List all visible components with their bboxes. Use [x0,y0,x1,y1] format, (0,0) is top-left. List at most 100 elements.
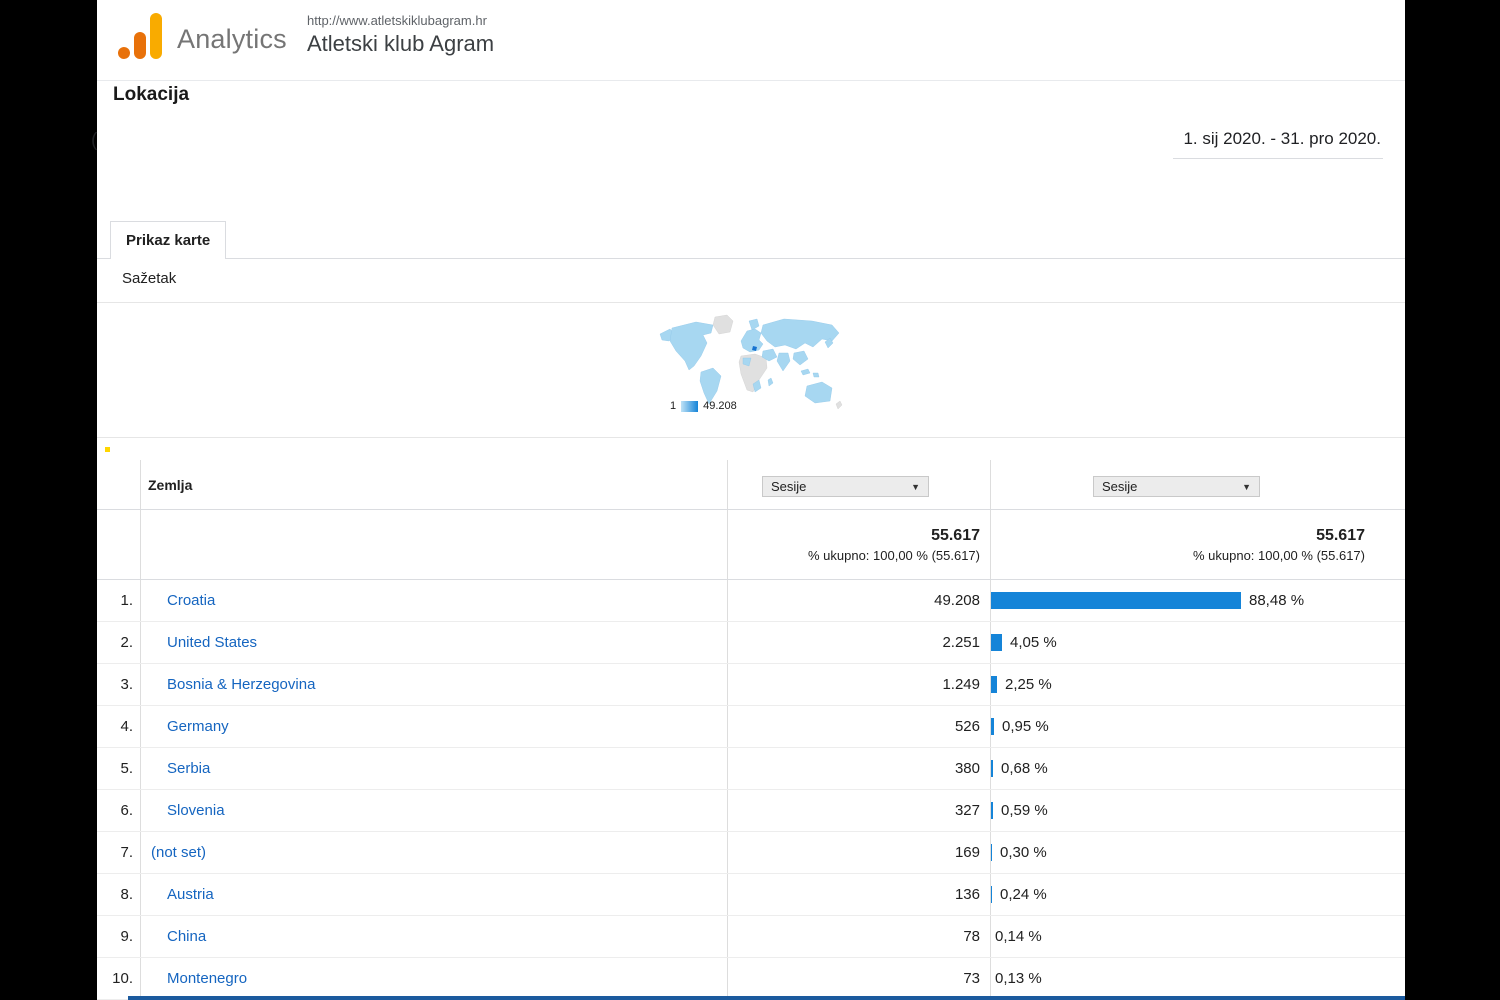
map-legend: 1 49.208 [670,400,737,412]
sessions-bar [991,718,994,735]
row-rank: 7. [120,844,133,861]
table-row: 9. China 78 0,14 % [97,916,1405,958]
totals-sessions: 55.617 % ukupno: 100,00 % (55.617) [727,510,980,563]
table-row: 5. Serbia 380 0,68 % [97,748,1405,790]
map-bottom-divider [97,437,1405,438]
table-row: 3. Bosnia & Herzegovina 1.249 2,25 % [97,664,1405,706]
sessions-value: 2.251 [942,634,980,651]
row-rank: 1. [120,592,133,609]
totals-sessions-value: 55.617 [931,527,980,544]
sessions-percent: 0,95 % [1002,718,1049,735]
metric-dropdown-1-label: Sesije [771,479,807,494]
sessions-value: 1.249 [942,676,980,693]
row-country-cell: Bosnia & Herzegovina [133,676,727,693]
map-new-zealand [835,400,843,410]
row-rank: 3. [120,676,133,693]
map-west-africa [742,357,752,367]
map-australia [804,381,833,404]
column-divider-country [727,460,728,1000]
sessions-value: 327 [954,802,980,819]
map-greenland [712,314,734,335]
row-country-cell: Germany [133,718,727,735]
date-range-selector[interactable]: 1. sij 2020. - 31. pro 2020. [1173,129,1383,159]
table-rows: 1. Croatia 49.208 88,48 % 2. United Stat… [97,580,1405,1000]
tab-prikaz-karte[interactable]: Prikaz karte [110,221,227,259]
sessions-value: 169 [954,844,980,861]
sessions-bar-cell: 0,59 % [980,802,1405,819]
sessions-bar-cell: 0,13 % [980,970,1405,987]
sessions-percent: 0,59 % [1001,802,1048,819]
sessions-value: 380 [954,760,980,777]
dropdown-arrow-icon: ▼ [1242,481,1251,492]
map-indonesia-2 [812,372,820,378]
table-row: 4. Germany 526 0,95 % [97,706,1405,748]
sessions-bar [991,802,993,819]
dropdown-arrow-icon: ▼ [911,481,920,492]
country-link[interactable]: Slovenia [167,802,225,819]
sessions-bar-cell: 0,30 % [980,844,1405,861]
sessions-percent: 4,05 % [1010,634,1057,651]
logo-bar-mid [134,32,146,59]
country-link[interactable]: Serbia [167,760,211,777]
map-south-africa [752,379,762,393]
row-country-cell: United States [133,634,727,651]
row-rank: 5. [120,760,133,777]
country-link[interactable]: Montenegro [167,970,248,987]
row-rank: 10. [112,970,133,987]
table-row: 8. Austria 136 0,24 % [97,874,1405,916]
table-row: 6. Slovenia 327 0,59 % [97,790,1405,832]
summary-label: Sažetak [122,270,177,287]
tab-baseline-divider [97,258,1405,259]
country-link[interactable]: Austria [167,886,214,903]
page-title: Lokacija [113,84,190,105]
map-southeast-asia [792,350,809,366]
site-name: Atletski klub Agram [307,31,495,56]
country-link[interactable]: China [167,928,207,945]
row-country-cell: Montenegro [133,970,727,987]
row-country-cell: Croatia [133,592,727,609]
map-asia [760,318,840,350]
row-country-cell: Austria [133,886,727,903]
sessions-percent: 0,68 % [1001,760,1048,777]
sessions-value: 73 [963,970,980,987]
map-indonesia-1 [800,368,811,376]
sessions-bar [991,676,997,693]
map-scandinavia [748,318,760,331]
metric-dropdown-2[interactable]: Sesije ▼ [1093,476,1260,497]
table-row: 10. Montenegro 73 0,13 % [97,958,1405,1000]
country-link[interactable]: United States [167,634,258,651]
column-divider-sessions [990,460,991,1000]
metric-dropdown-1[interactable]: Sesije ▼ [762,476,929,497]
yellow-marker-fragment [105,447,110,452]
sessions-bar-cell: 0,95 % [980,718,1405,735]
table-row: 7. (not set) 169 0,30 % [97,832,1405,874]
row-rank: 9. [120,928,133,945]
map-middle-east [761,348,778,362]
sessions-bar [991,592,1241,609]
app-name: Analytics [177,24,287,54]
section-divider [97,302,1405,303]
row-country-cell: Slovenia [133,802,727,819]
map-europe [740,328,764,353]
sessions-bar [991,844,992,861]
sessions-value: 78 [963,928,980,945]
country-link[interactable]: Croatia [167,592,216,609]
row-rank: 8. [120,886,133,903]
google-analytics-logo-icon [118,13,164,61]
logo-bar-tall [150,13,162,59]
totals-sessions-2-value: 55.617 [1316,527,1365,544]
site-url: http://www.atletskiklubagram.hr [307,13,487,28]
clipped-text-fragment: ( [91,130,98,151]
totals-row: 55.617 % ukupno: 100,00 % (55.617) 55.61… [97,510,1405,580]
sessions-value: 49.208 [934,592,980,609]
sessions-percent: 88,48 % [1249,592,1305,609]
world-map[interactable] [656,314,846,426]
country-link[interactable]: Germany [167,718,229,735]
row-country-cell: Serbia [133,760,727,777]
row-rank: 2. [120,634,133,651]
country-link[interactable]: (not set) [151,844,207,861]
country-link[interactable]: Bosnia & Herzegovina [167,676,316,693]
totals-sessions-percent: % ukupno: 100,00 % (55.617) [807,548,980,563]
row-rank: 6. [120,802,133,819]
sessions-bar [991,886,992,903]
